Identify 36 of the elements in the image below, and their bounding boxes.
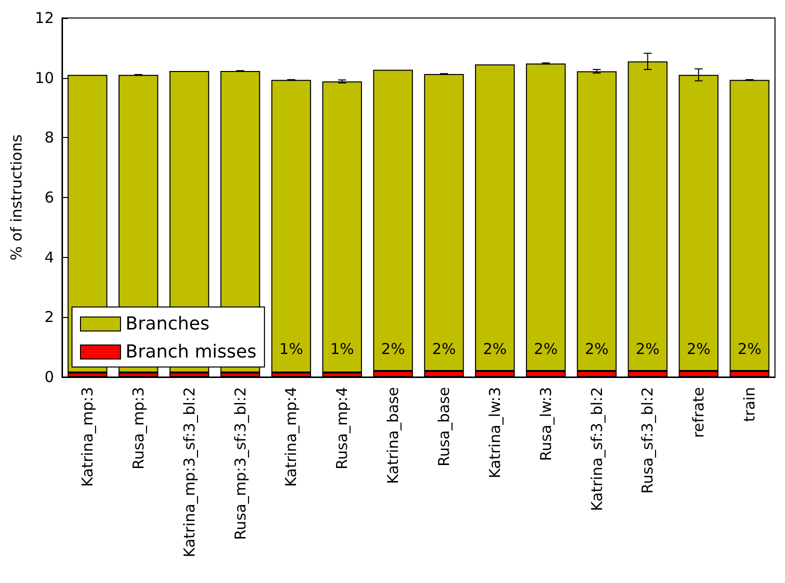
x-tick-label: Katrina_mp:3 — [78, 387, 96, 487]
y-tick-label: 12 — [34, 9, 54, 27]
annotation: 2% — [636, 340, 660, 358]
x-tick-label: Katrina_lw:3 — [486, 387, 504, 478]
annotation: 2% — [381, 340, 405, 358]
annotation: 2% — [482, 340, 507, 358]
annotation: 2% — [584, 340, 609, 358]
y-tick-label: 10 — [34, 68, 54, 87]
legend-label: Branch misses — [126, 342, 256, 362]
x-tick-label: Rusa_mp:3 — [129, 387, 148, 470]
annotation: 1% — [279, 340, 304, 358]
annotation: 2% — [738, 340, 762, 358]
x-tick-label: Rusa_mp:4 — [333, 387, 352, 470]
x-tick-label: Rusa_base — [434, 387, 453, 467]
x-tick-label: Katrina_mp:4 — [282, 387, 300, 487]
x-tick-label: Rusa_sf:3_bl:2 — [638, 387, 657, 494]
x-tick-label: Katrina_sf:3_bl:2 — [588, 387, 606, 512]
bar — [322, 81, 362, 373]
annotation: 2% — [534, 340, 558, 358]
bar — [271, 80, 312, 373]
y-tick-label: 8 — [44, 128, 54, 147]
x-tick-label: Katrina_base — [384, 387, 402, 484]
y-tick-label: 0 — [44, 368, 54, 386]
annotation: 2% — [432, 340, 456, 358]
annotation: 2% — [686, 340, 711, 358]
x-tick-label: train — [740, 387, 759, 422]
annotation: 1% — [330, 340, 354, 358]
y-tick-label: 4 — [44, 248, 54, 266]
legend-label: Branches — [126, 314, 210, 334]
x-tick-label: Rusa_mp:3_sf:3_bl:2 — [231, 387, 250, 540]
y-tick-label: 6 — [44, 188, 54, 206]
x-tick-label: Rusa_lw:3 — [536, 387, 555, 461]
y-axis-title: % of instructions — [8, 134, 26, 261]
y-tick-label: 2 — [44, 308, 54, 326]
x-tick-label: Katrina_mp:3_sf:3_bl:2 — [180, 387, 198, 558]
x-tick-label: refrate — [690, 387, 708, 438]
